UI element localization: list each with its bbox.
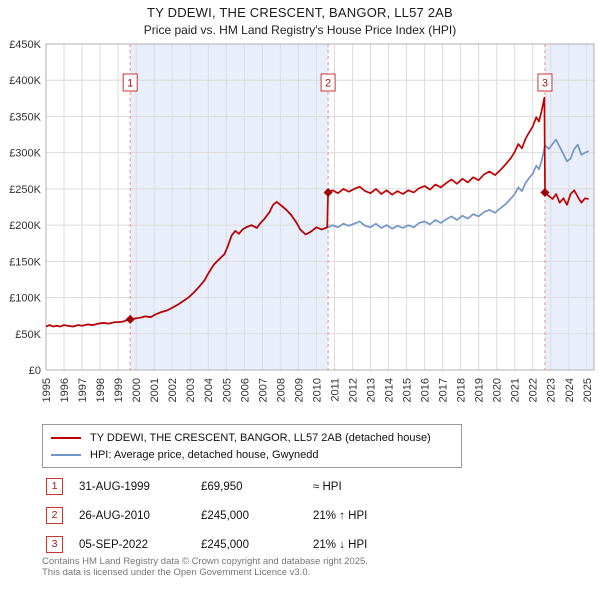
shaded-band: [544, 44, 594, 370]
x-axis-label: 2022: [528, 378, 540, 402]
sale-1-price: £69,950: [201, 480, 243, 493]
table-row: 1 31-AUG-1999 £69,950 ≈ HPI: [46, 472, 566, 501]
sale-1-date: 31-AUG-1999: [79, 480, 150, 493]
sale-2-hpi-compare: 21% ↑ HPI: [313, 509, 368, 522]
x-axis-label: 2014: [384, 378, 396, 402]
y-axis-label: £450K: [9, 39, 41, 51]
sale-2-marker-badge: 2: [46, 507, 63, 524]
red-line-swatch: [51, 436, 81, 439]
chart-legend: TY DDEWI, THE CRESCENT, BANGOR, LL57 2AB…: [42, 424, 462, 468]
y-axis-label: £0: [29, 365, 41, 377]
sale-number-label: 3: [542, 78, 548, 90]
sale-marker-diamond: [323, 188, 333, 198]
x-axis-label: 1997: [77, 378, 89, 402]
sale-number-label: 2: [325, 78, 331, 90]
x-axis-label: 2012: [347, 378, 359, 402]
x-axis-label: 2015: [402, 378, 414, 402]
blue-line-swatch: [51, 453, 81, 456]
x-axis-label: 2002: [167, 378, 179, 402]
x-axis-label: 2013: [365, 378, 377, 402]
sale-3-hpi-compare: 21% ↓ HPI: [313, 538, 368, 551]
y-axis-label: £50K: [15, 329, 41, 341]
x-axis-label: 2001: [149, 378, 161, 402]
x-axis-label: 2000: [131, 378, 143, 402]
footer-line-2: This data is licensed under the Open Gov…: [42, 567, 311, 578]
sale-1-marker-badge: 1: [46, 478, 63, 495]
x-axis-label: 2011: [329, 378, 341, 402]
sale-2-date: 26-AUG-2010: [79, 509, 150, 522]
x-axis-label: 2020: [492, 378, 504, 402]
x-axis-label: 2010: [311, 378, 323, 402]
x-axis-label: 1998: [95, 378, 107, 402]
page-subtitle: Price paid vs. HM Land Registry's House …: [143, 23, 457, 37]
x-axis-label: 2017: [438, 378, 450, 402]
license-footer: Contains HM Land Registry data © Crown c…: [42, 556, 368, 578]
sale-3-price: £245,000: [201, 538, 249, 551]
sale-number-box: [122, 73, 138, 92]
x-axis-label: 2021: [510, 378, 522, 402]
x-axis-label: 1995: [41, 378, 53, 402]
x-axis-label: 2004: [203, 378, 215, 402]
sale-number-box: [320, 73, 336, 92]
y-axis-label: £400K: [9, 75, 41, 87]
legend-item-property: TY DDEWI, THE CRESCENT, BANGOR, LL57 2AB…: [51, 429, 453, 446]
x-axis-label: 2018: [456, 378, 468, 402]
y-axis-label: £100K: [9, 293, 41, 305]
legend-label-hpi: HPI: Average price, detached house, Gwyn…: [90, 448, 319, 461]
legend-item-hpi: HPI: Average price, detached house, Gwyn…: [51, 446, 453, 463]
sale-marker-diamond: [540, 188, 550, 198]
x-axis-label: 2016: [420, 378, 432, 402]
shaded-band: [130, 44, 329, 370]
x-axis-label: 2024: [564, 378, 576, 402]
legend-label-property: TY DDEWI, THE CRESCENT, BANGOR, LL57 2AB…: [90, 431, 431, 444]
page-title: TY DDEWI, THE CRESCENT, BANGOR, LL57 2AB: [147, 5, 453, 20]
table-row: 2 26-AUG-2010 £245,000 21% ↑ HPI: [46, 501, 566, 530]
x-axis-label: 2025: [582, 378, 594, 402]
x-axis-label: 2005: [221, 378, 233, 402]
transaction-list: 1 31-AUG-1999 £69,950 ≈ HPI 2 26-AUG-201…: [46, 472, 566, 559]
x-axis-label: 2007: [257, 378, 269, 402]
sale-number-box: [537, 73, 553, 92]
sale-3-marker-badge: 3: [46, 536, 63, 553]
table-row: 3 05-SEP-2022 £245,000 21% ↓ HPI: [46, 530, 566, 559]
x-axis-label: 2006: [239, 378, 251, 402]
sale-marker-diamond: [125, 314, 135, 324]
x-axis-label: 2019: [474, 378, 486, 402]
x-axis-label: 1996: [59, 378, 71, 402]
y-axis-label: £150K: [9, 256, 41, 268]
chart-header: TY DDEWI, THE CRESCENT, BANGOR, LL57 2AB…: [0, 5, 600, 37]
y-axis-label: £200K: [9, 220, 41, 232]
footer-line-1: Contains HM Land Registry data © Crown c…: [42, 556, 368, 567]
y-axis-label: £350K: [9, 111, 41, 123]
sale-1-hpi-compare: ≈ HPI: [313, 480, 342, 493]
price-chart: 1 2 3 £0 £50K £100K £150K £200K £250K £300K £350K £…: [9, 39, 595, 402]
sale-3-date: 05-SEP-2022: [79, 538, 149, 551]
x-axis-label: 2009: [293, 378, 305, 402]
y-axis-label: £250K: [9, 184, 41, 196]
y-axis-label: £300K: [9, 148, 41, 160]
sale-number-label: 1: [127, 78, 133, 90]
plot-border: [45, 43, 595, 371]
x-axis-label: 1999: [113, 378, 125, 402]
x-axis-label: 2008: [275, 378, 287, 402]
sale-2-price: £245,000: [201, 509, 249, 522]
x-axis-label: 2003: [185, 378, 197, 402]
x-axis-label: 2023: [546, 378, 558, 402]
